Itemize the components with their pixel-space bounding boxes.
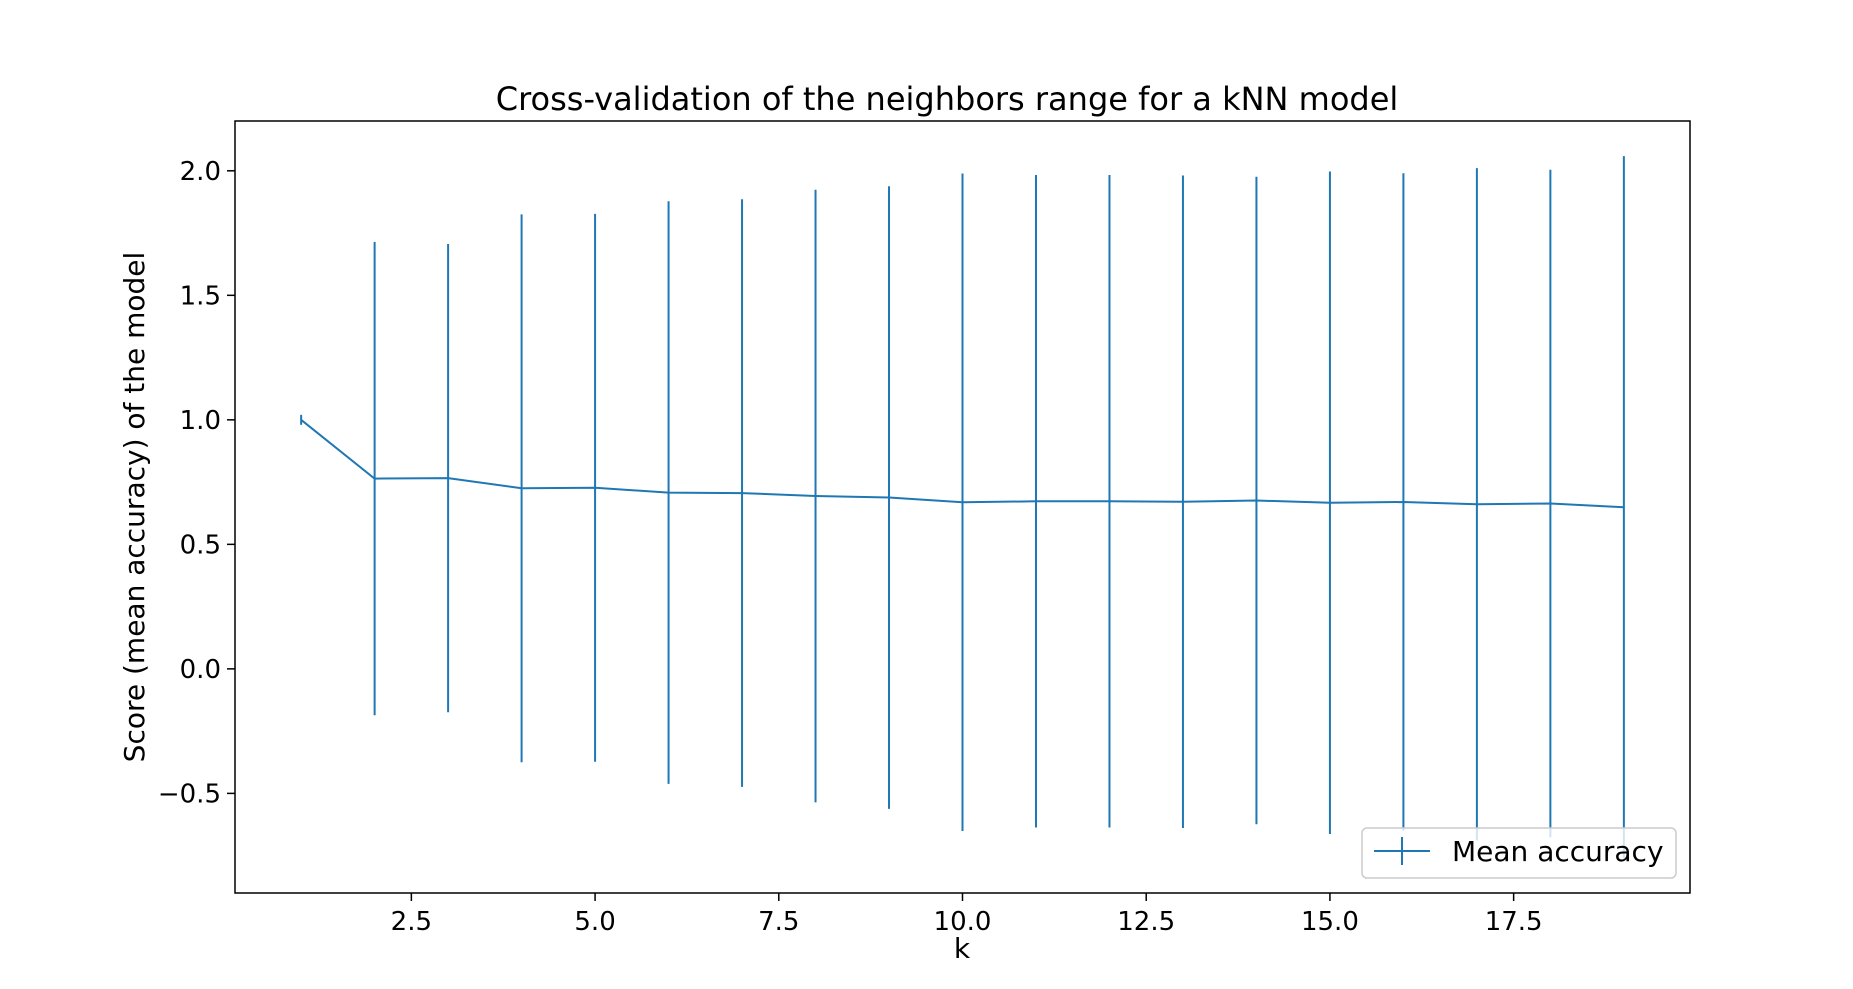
legend: Mean accuracy: [1361, 827, 1677, 879]
y-tick-label: 0.5: [180, 530, 221, 560]
x-tick-label: 10.0: [934, 907, 992, 937]
x-tick-label: 7.5: [758, 907, 799, 937]
y-tick-label: 1.0: [180, 406, 221, 436]
x-tick-label: 2.5: [391, 907, 432, 937]
x-tick-label: 17.5: [1485, 907, 1543, 937]
chart-title: Cross-validation of the neighbors range …: [496, 80, 1399, 118]
legend-label: Mean accuracy: [1452, 835, 1664, 868]
x-axis-ticks: 2.5 5.0 7.5 10.0 12.5 15.0 17.5: [391, 893, 1543, 937]
x-tick-label: 5.0: [574, 907, 615, 937]
y-tick-label: 2.0: [180, 157, 221, 187]
y-axis-label: Score (mean accuracy) of the model: [118, 252, 151, 763]
mean-accuracy-line: [300, 419, 1624, 509]
y-axis-ticks: −0.5 0.0 0.5 1.0 1.5 2.0: [158, 157, 235, 809]
x-axis-label: k: [954, 932, 971, 965]
y-tick-label: 0.0: [180, 655, 221, 685]
x-tick-label: 15.0: [1301, 907, 1359, 937]
x-tick-label: 12.5: [1117, 907, 1175, 937]
error-bars: [300, 156, 1625, 859]
y-tick-label: 1.5: [180, 281, 221, 311]
legend-box: [1361, 827, 1677, 879]
y-tick-label: −0.5: [158, 779, 221, 809]
